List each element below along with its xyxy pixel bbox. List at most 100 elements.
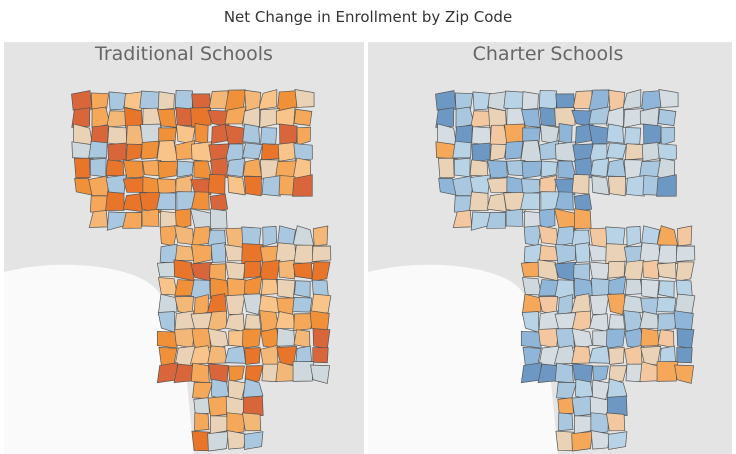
zip-area — [605, 226, 626, 246]
zip-area — [309, 310, 330, 332]
zip-area — [521, 160, 543, 179]
zip-area — [174, 328, 196, 349]
zip-area — [260, 278, 280, 296]
zip-area — [191, 226, 212, 247]
zip-area — [639, 311, 660, 330]
zip-area — [676, 328, 695, 350]
zip-area — [293, 108, 313, 126]
zip-area — [454, 92, 474, 111]
zip-area — [642, 259, 659, 280]
zip-area — [225, 261, 246, 280]
zip-area — [656, 174, 677, 197]
zip-area — [571, 174, 590, 195]
zip-area — [435, 107, 455, 128]
zip-area — [208, 363, 229, 384]
zip-area — [486, 211, 506, 229]
zip-area — [554, 208, 577, 230]
zip-area — [521, 178, 541, 195]
zip-area — [292, 262, 313, 280]
zip-area — [157, 91, 175, 111]
zip-area — [572, 363, 593, 384]
zip-area — [190, 208, 213, 230]
zip-area — [623, 259, 645, 281]
zip-area — [622, 89, 642, 111]
zip-area — [190, 107, 212, 128]
zip-area — [538, 225, 558, 245]
zip-area — [71, 90, 93, 111]
zip-area — [228, 365, 245, 383]
zip-area — [452, 175, 473, 197]
zip-area — [555, 93, 576, 111]
zip-area — [124, 107, 143, 128]
zip-area — [506, 176, 524, 195]
zip-area — [589, 227, 608, 248]
zip-area — [292, 225, 315, 246]
zip-area — [489, 143, 507, 162]
zip-area — [488, 107, 507, 128]
zip-area — [606, 395, 628, 418]
zip-area — [244, 314, 262, 331]
zip-area — [242, 158, 262, 177]
zip-area — [174, 89, 193, 110]
zip-area — [657, 329, 675, 348]
zip-area — [590, 430, 610, 450]
zip-area — [226, 412, 245, 434]
zip-area — [437, 157, 455, 179]
zip-area — [242, 123, 260, 144]
zip-area — [312, 225, 329, 247]
zip-area — [607, 431, 628, 450]
zip-area — [454, 124, 473, 144]
zip-area — [520, 192, 541, 210]
zip-area — [242, 142, 263, 160]
zip-area — [276, 279, 296, 299]
map-panel — [368, 42, 732, 454]
zip-area — [558, 123, 573, 145]
zip-area — [311, 261, 331, 282]
zip-area — [107, 142, 127, 163]
zip-area — [210, 242, 226, 263]
zip-area — [294, 89, 315, 108]
zip-area — [158, 127, 177, 145]
zip-area — [574, 242, 590, 263]
zip-area — [640, 279, 660, 299]
ocean — [368, 264, 558, 454]
zip-area — [606, 158, 626, 177]
zip-area — [225, 294, 246, 316]
zip-area — [260, 344, 279, 367]
zip-area — [122, 211, 142, 229]
zip-area — [608, 314, 626, 331]
zip-area — [589, 313, 609, 332]
zip-area — [224, 244, 243, 262]
zip-area — [89, 157, 107, 178]
zip-area — [658, 89, 679, 108]
zip-area — [278, 259, 295, 280]
zip-area — [554, 279, 575, 299]
zip-area — [606, 123, 624, 144]
zip-area — [588, 106, 611, 125]
zip-area — [241, 243, 264, 264]
zip-area — [190, 279, 211, 299]
zip-area — [571, 345, 592, 364]
panel-title: Charter Schools — [473, 43, 624, 65]
zip-area — [676, 347, 693, 364]
zip-area — [227, 175, 246, 196]
zip-area — [555, 243, 577, 264]
zip-area — [176, 160, 194, 178]
zip-area — [471, 126, 492, 146]
zip-area — [643, 123, 662, 145]
zip-area — [589, 261, 610, 280]
zip-area — [574, 208, 592, 230]
zip-area — [676, 225, 693, 247]
zip-area — [591, 175, 610, 196]
zip-area — [471, 142, 491, 163]
zip-area — [258, 89, 278, 111]
zip-area — [279, 123, 298, 145]
zip-area — [571, 395, 593, 417]
zip-area — [521, 91, 539, 111]
zip-area — [71, 141, 94, 160]
zip-area — [261, 175, 281, 197]
zip-area — [225, 227, 244, 248]
zip-area — [292, 174, 313, 197]
zip-area — [157, 108, 177, 128]
